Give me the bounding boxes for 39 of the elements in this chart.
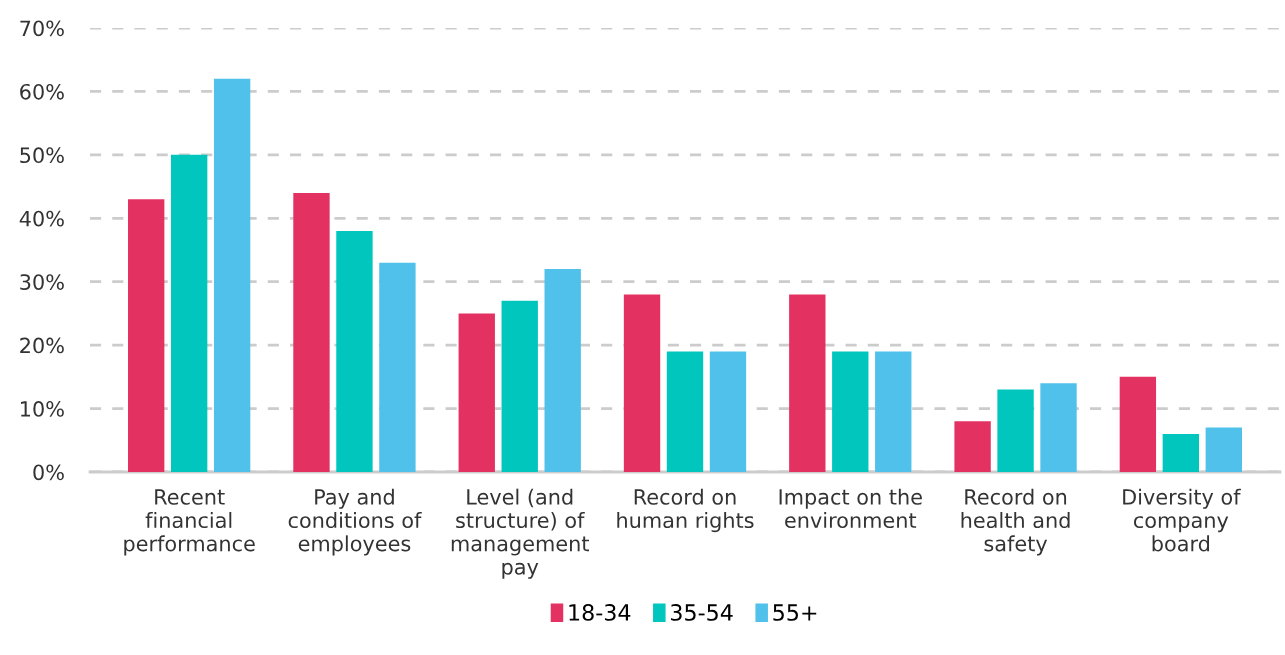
bar [666, 351, 704, 472]
bar [501, 300, 538, 472]
y-tick-label: 0% [33, 464, 64, 481]
bar [379, 262, 416, 472]
bar [875, 351, 912, 472]
legend-label: 35-54 [671, 604, 733, 621]
x-tick-label: Pay and conditions of employees [288, 488, 422, 556]
x-tick-label: Diversity of company board [1123, 488, 1241, 552]
y-tick-label: 30% [20, 274, 64, 290]
bar [1205, 427, 1242, 472]
bar [1162, 433, 1200, 472]
y-tick-label: 70% [20, 20, 64, 37]
bar [458, 313, 495, 472]
bar [170, 154, 208, 472]
bar [832, 351, 869, 472]
bar [997, 389, 1034, 472]
bar [336, 230, 373, 472]
legend-label: 55+ [773, 604, 817, 621]
x-tick-label: Impact on the environment [779, 488, 922, 529]
bar [709, 351, 747, 472]
y-tick-label: 20% [20, 337, 64, 354]
y-tick-label: 50% [20, 147, 64, 164]
y-tick-label: 60% [20, 83, 64, 100]
y-tick-label: 40% [19, 210, 64, 227]
bar [293, 192, 330, 472]
legend-label: 18-34 [569, 604, 631, 621]
y-tick-label: 10% [20, 401, 64, 417]
x-tick-label: Record on human rights [617, 488, 754, 533]
bar [213, 78, 251, 472]
bar [789, 294, 826, 472]
x-tick-label: Record on health and safety [961, 488, 1070, 556]
bar [1040, 383, 1077, 472]
bar [623, 294, 661, 472]
x-tick-label: Level (and structure) of management pay [451, 488, 589, 579]
bar [544, 269, 581, 472]
bar [1119, 376, 1157, 472]
x-tick-label: Recent financial performance [124, 489, 255, 556]
bar [128, 199, 165, 472]
bar [954, 421, 991, 472]
